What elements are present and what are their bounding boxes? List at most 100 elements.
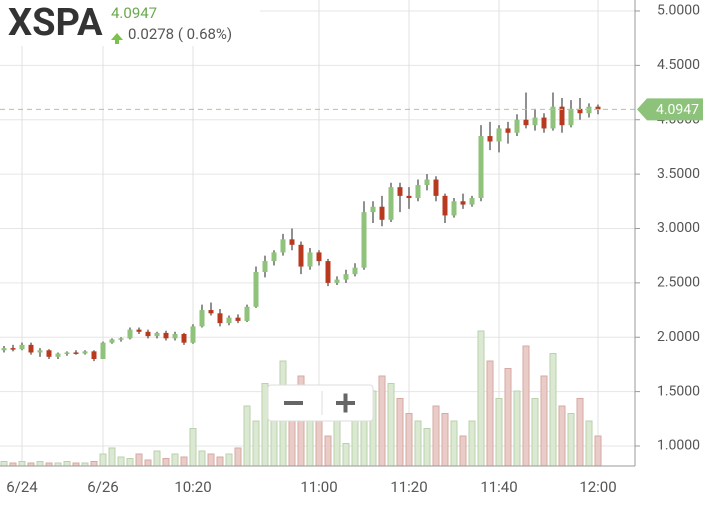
candle-body xyxy=(199,310,205,327)
candle-body xyxy=(163,332,169,339)
volume-bar xyxy=(90,461,98,467)
candle-body xyxy=(586,106,592,114)
y-tick-label: 5.0000 xyxy=(657,3,700,19)
volume-bar xyxy=(252,420,260,467)
volume-bar xyxy=(468,420,476,467)
volume-bar xyxy=(549,353,557,467)
candle-body xyxy=(388,187,394,220)
candle-body xyxy=(19,344,25,350)
candle-body xyxy=(595,106,601,110)
volume-bar xyxy=(63,461,71,467)
candle-body xyxy=(577,108,583,114)
last-price: 4.0947 xyxy=(111,4,157,22)
volume-bar xyxy=(126,458,134,467)
y-tick-label: 3.5000 xyxy=(657,166,700,182)
candle-body xyxy=(415,184,421,199)
up-arrow xyxy=(111,33,123,44)
candle-body xyxy=(325,261,331,283)
volume-bar xyxy=(261,383,269,467)
candle-body xyxy=(181,333,187,343)
x-tick-label: 6/24 xyxy=(6,478,38,496)
candle-body xyxy=(172,333,178,339)
candle-body xyxy=(271,252,277,262)
candle-body xyxy=(64,352,70,354)
price-tag: 4.0947 xyxy=(637,98,703,121)
zoom-box xyxy=(267,384,374,422)
volume-bar xyxy=(522,345,530,467)
candle-body xyxy=(289,239,295,245)
volume-bar xyxy=(216,456,224,467)
volume-bar xyxy=(135,453,143,467)
candle-body xyxy=(496,128,502,142)
candle-body xyxy=(370,206,376,213)
volume-bar xyxy=(441,413,449,467)
zoom-control[interactable] xyxy=(267,384,374,422)
candle-body xyxy=(451,201,457,216)
candle-body xyxy=(343,274,349,280)
volume-bar xyxy=(36,461,44,467)
candle-body xyxy=(100,342,106,359)
candle-body xyxy=(280,239,286,253)
volume-bar xyxy=(387,383,395,467)
candle-body xyxy=(118,338,124,340)
candle-body xyxy=(208,310,214,314)
volume-bar xyxy=(207,453,215,467)
candle-body xyxy=(379,206,385,220)
candle-body xyxy=(307,252,313,267)
candle-body xyxy=(1,348,7,351)
volume-bar xyxy=(378,375,386,467)
candle-body xyxy=(253,271,259,307)
candle-body xyxy=(559,106,565,126)
volume-bar xyxy=(234,447,242,467)
candle-body xyxy=(460,201,466,205)
volume-bar xyxy=(558,405,566,467)
x-tick-label: 10:20 xyxy=(174,478,211,496)
volume-bar xyxy=(504,368,512,467)
candle-body xyxy=(424,179,430,185)
volume-bar xyxy=(108,447,116,467)
x-tick-label: 11:20 xyxy=(390,478,427,496)
x-tick-label: 6/26 xyxy=(87,478,118,496)
volume-bar xyxy=(243,405,251,467)
volume-bar xyxy=(99,453,107,467)
candle-body xyxy=(37,350,43,353)
candle-body xyxy=(514,119,520,133)
y-tick-label: 2.5000 xyxy=(657,275,700,291)
price-tag-bg xyxy=(637,98,703,121)
x-tick-label: 11:00 xyxy=(300,478,337,496)
candle-body xyxy=(532,117,538,126)
candle-body xyxy=(55,353,61,357)
price-change: 0.0278 ( 0.68%) xyxy=(128,25,232,43)
candle-body xyxy=(505,128,511,133)
candle-body xyxy=(109,339,115,343)
candle-body xyxy=(91,351,97,359)
volume-bar xyxy=(432,405,440,467)
volume-bar xyxy=(459,435,467,467)
volume-bar xyxy=(18,461,26,467)
volume-bar xyxy=(225,453,233,467)
candle-body xyxy=(73,352,79,354)
candle-body xyxy=(487,136,493,142)
candle-body xyxy=(82,351,88,354)
x-tick-label: 12:00 xyxy=(579,478,616,496)
candle-body xyxy=(433,179,439,196)
volume-bar xyxy=(450,420,458,467)
candle-layer xyxy=(0,92,640,362)
volume-bar xyxy=(117,456,125,467)
volume-bar xyxy=(423,428,431,467)
header-bg xyxy=(0,0,260,46)
y-tick-label: 1.0000 xyxy=(657,438,700,454)
volume-bar xyxy=(333,420,341,467)
volume-bar xyxy=(306,420,314,467)
candle-body xyxy=(298,244,304,267)
candle-body xyxy=(217,313,223,324)
volume-bar xyxy=(180,456,188,467)
volume-bar xyxy=(540,375,548,467)
zoom-out[interactable] xyxy=(284,401,303,405)
candle-body xyxy=(190,326,196,343)
candle-body xyxy=(145,331,151,337)
volume-bar xyxy=(153,450,161,467)
volume-bar xyxy=(162,458,170,467)
volume-bar xyxy=(594,435,602,467)
